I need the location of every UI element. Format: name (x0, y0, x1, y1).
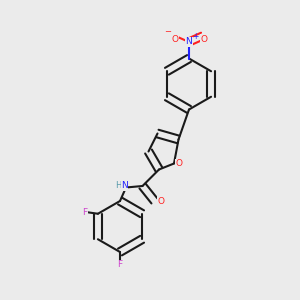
Text: N: N (121, 182, 128, 190)
Text: F: F (82, 208, 88, 217)
Text: O: O (157, 196, 164, 206)
Text: F: F (117, 260, 123, 269)
Text: H: H (115, 182, 122, 190)
Text: O: O (200, 34, 208, 43)
Text: N: N (186, 38, 192, 46)
Text: −: − (164, 27, 172, 36)
Text: O: O (176, 159, 183, 168)
Text: O: O (172, 34, 179, 43)
Text: +: + (192, 32, 199, 41)
